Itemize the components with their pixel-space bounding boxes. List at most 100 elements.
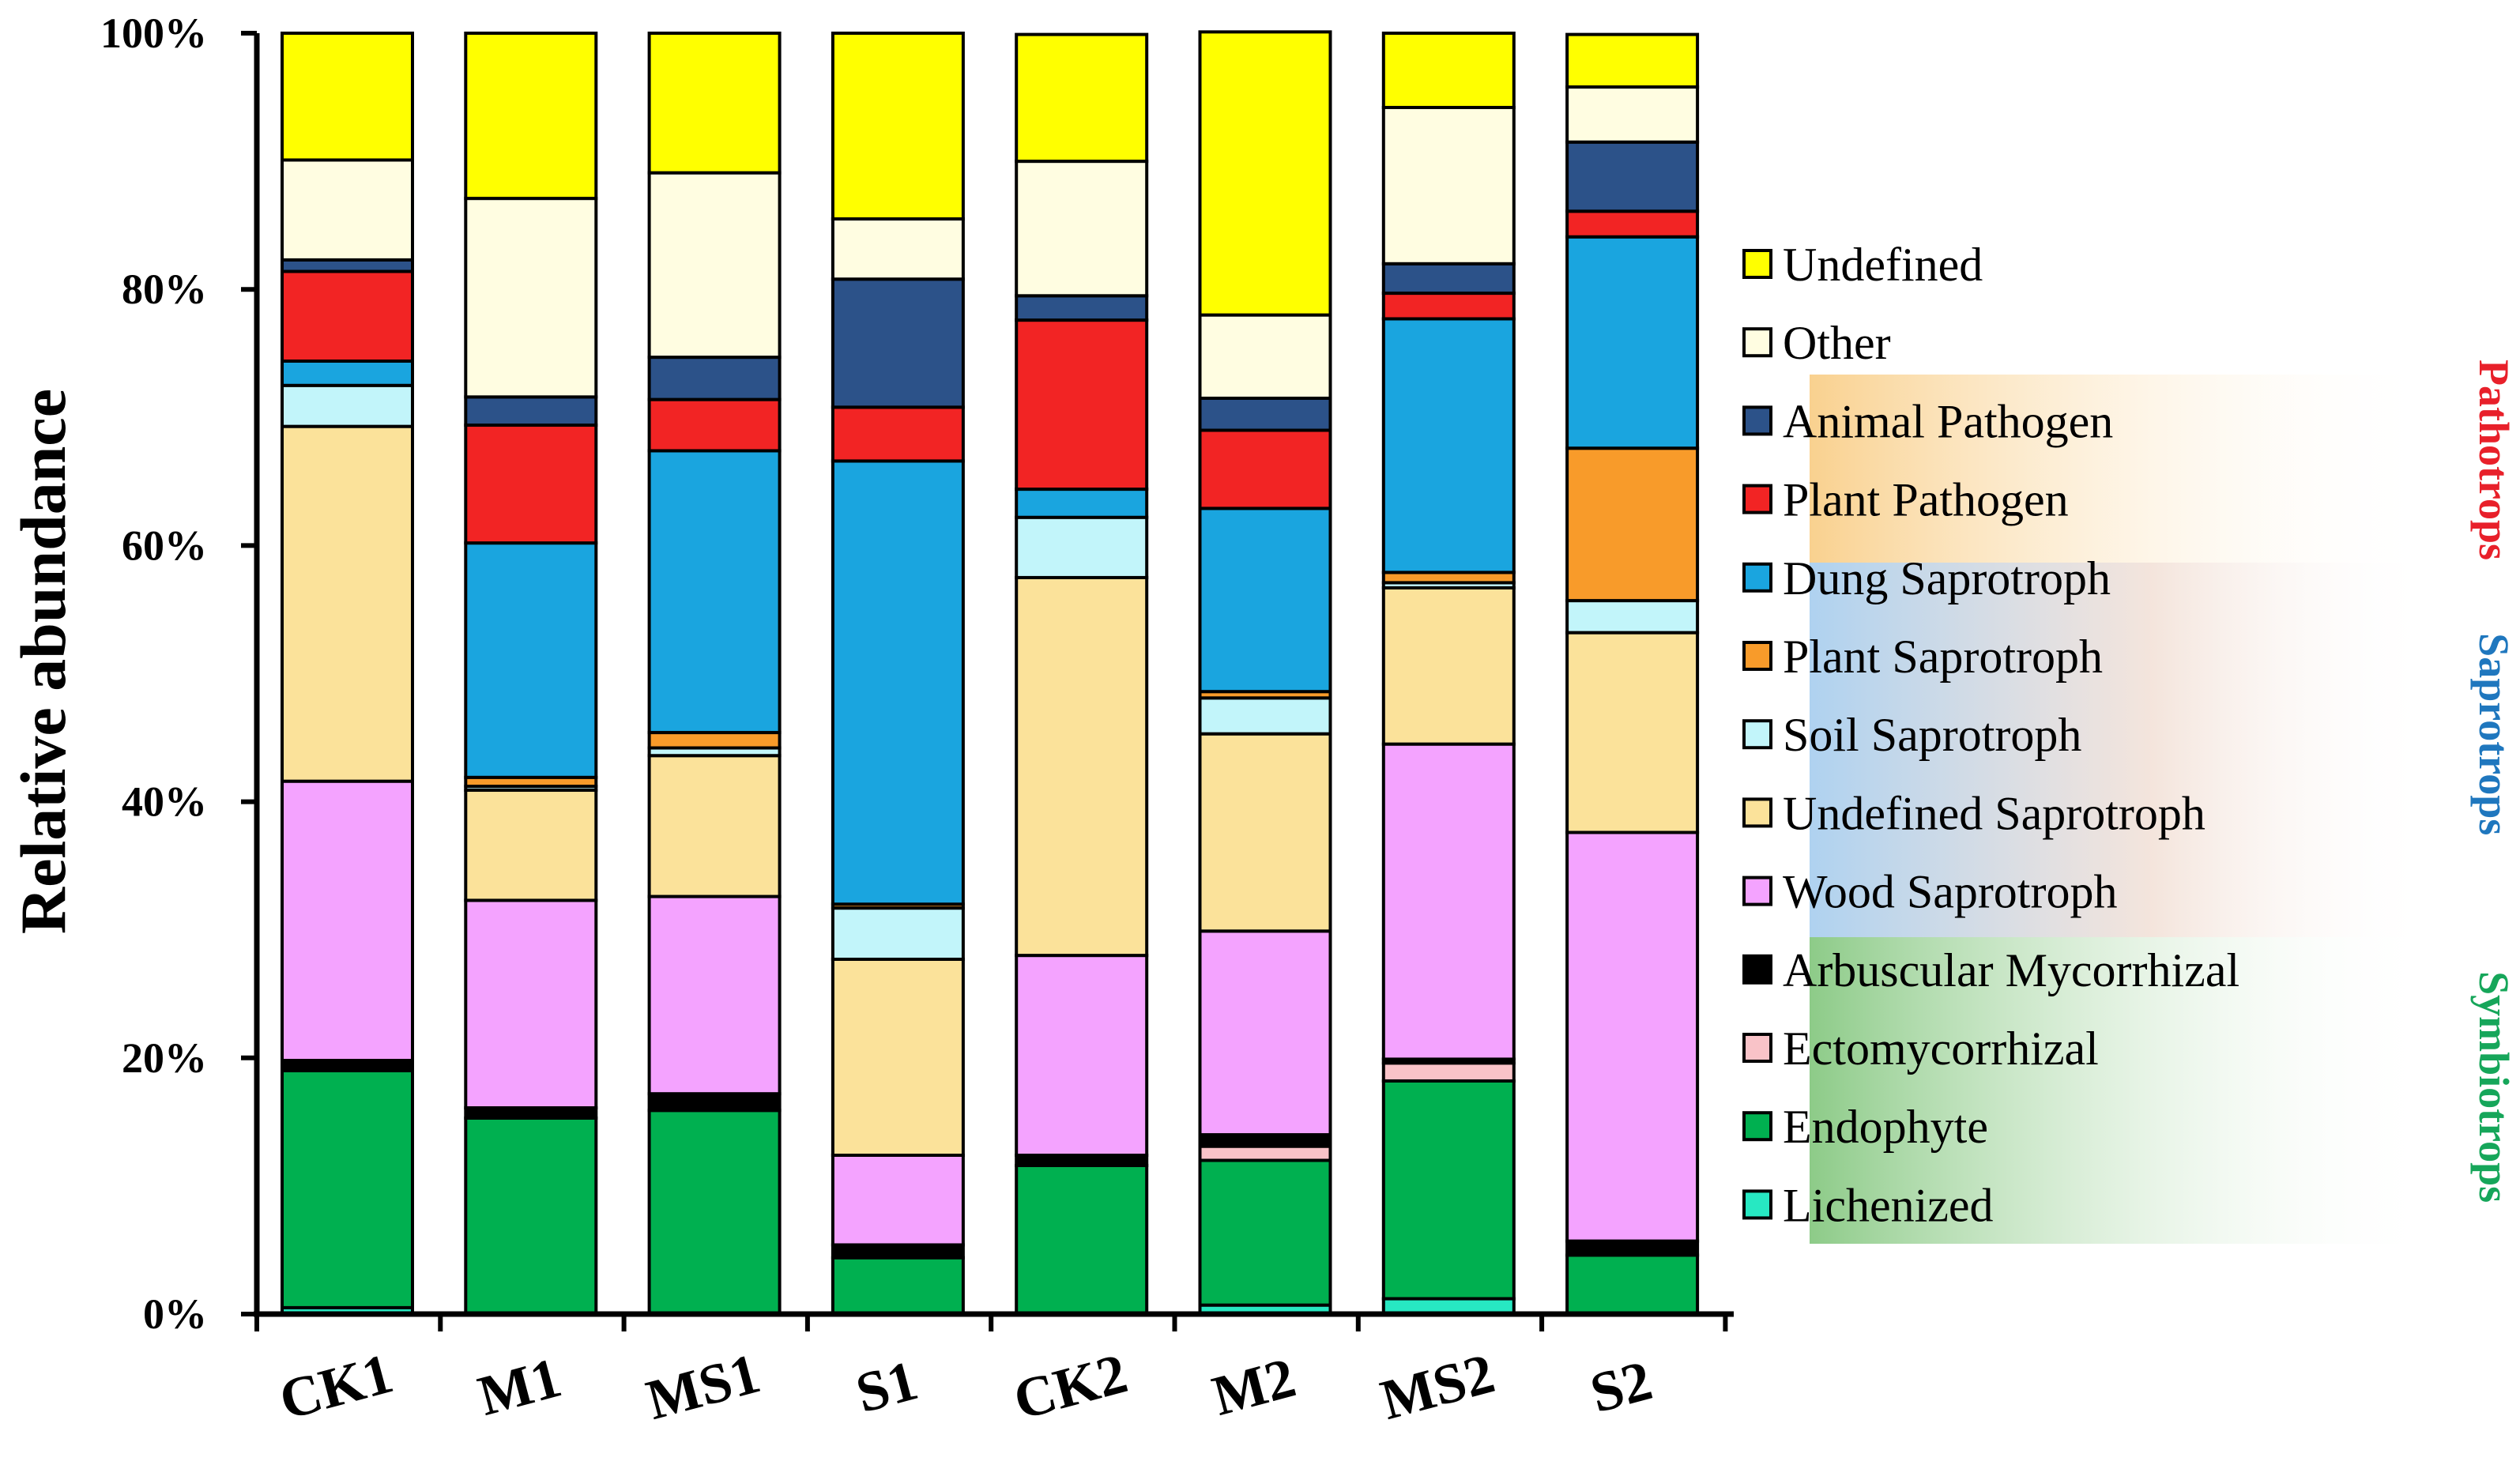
legend-item-animal-pathogen: Animal Pathogen: [1742, 395, 2113, 447]
bar-stack-ms1: [647, 32, 782, 1316]
x-tick-label-s2: S2: [1584, 1348, 1658, 1425]
x-tick-label-ck1: CK1: [273, 1342, 399, 1433]
bar-segment-s1-soil-saprotroph: [831, 906, 965, 961]
bar-segment-ms1-arbuscular-mycorrhizal: [647, 1092, 782, 1113]
legend-item-ectomycorrhizal: Ectomycorrhizal: [1742, 1022, 2099, 1075]
bar-segment-s1-endophyte: [831, 1256, 965, 1316]
legend-swatch-soil-saprotroph: [1742, 719, 1772, 750]
bar-segment-ms2-plant-pathogen: [1381, 292, 1516, 321]
bar-stack-s2: [1565, 32, 1700, 1316]
legend-label-dung-saprotroph: Dung Saprotroph: [1783, 552, 2111, 604]
bar-segment-m1-dung-saprotroph: [464, 541, 598, 779]
bar-segment-s1-dung-saprotroph: [831, 459, 965, 906]
bar-segment-m1-wood-saprotroph: [464, 898, 598, 1110]
legend-item-undefined-saprotroph: Undefined Saprotroph: [1742, 787, 2205, 839]
bar-segment-m2-animal-pathogen: [1198, 396, 1332, 432]
legend-swatch-endophyte: [1742, 1111, 1772, 1142]
bar-segment-m1-plant-pathogen: [464, 424, 598, 545]
bar-segment-m2-endophyte: [1198, 1158, 1332, 1307]
bar-segment-s2-endophyte: [1565, 1253, 1700, 1316]
bar-segment-ms1-animal-pathogen: [647, 356, 782, 401]
plot-area: [281, 30, 1700, 1316]
legend-label-animal-pathogen: Animal Pathogen: [1783, 395, 2113, 447]
bar-segment-m2-other: [1198, 313, 1332, 400]
legend-swatch-undefined-saprotroph: [1742, 797, 1772, 828]
bar-segment-ms1-undefined-saprotroph: [647, 754, 782, 898]
bar-stack-s1: [831, 32, 965, 1316]
y-axis-ticks: 0% 20% 40% 60% 80% 100%: [100, 9, 257, 1338]
bar-segment-m1-undefined-saprotroph: [464, 789, 598, 902]
legend-swatch-animal-pathogen: [1742, 405, 1772, 436]
bar-segment-ck1-undefined-saprotroph: [281, 424, 414, 783]
bar-segment-ms2-other: [1381, 106, 1516, 266]
legend-swatch-wood-saprotroph: [1742, 876, 1772, 906]
legend-band-symbiotrops: [1810, 937, 2434, 1244]
bar-segment-s1-arbuscular-mycorrhizal: [831, 1243, 965, 1260]
bar-segment-m2-arbuscular-mycorrhizal: [1198, 1133, 1332, 1148]
legend-swatch-other: [1742, 327, 1772, 358]
bar-segment-m1-endophyte: [464, 1116, 598, 1316]
legend-label-wood-saprotroph: Wood Saprotroph: [1783, 866, 2117, 918]
legend-swatch-plant-saprotroph: [1742, 641, 1772, 671]
bar-segment-ms2-undefined-saprotroph: [1381, 586, 1516, 746]
bar-segment-ck2-endophyte: [1015, 1163, 1149, 1316]
legend-label-undefined-saprotroph: Undefined Saprotroph: [1783, 787, 2205, 839]
bar-segment-ck1-undefined: [281, 32, 414, 162]
bar-segment-s1-other: [831, 217, 965, 281]
bar-segment-s1-wood-saprotroph: [831, 1153, 965, 1247]
legend-item-soil-saprotroph: Soil Saprotroph: [1742, 709, 2081, 761]
bar-segment-s2-soil-saprotroph: [1565, 599, 1700, 635]
bar-segment-s2-arbuscular-mycorrhizal: [1565, 1239, 1700, 1257]
bar-segment-m2-undefined: [1198, 30, 1332, 317]
bar-segment-s2-plant-pathogen: [1565, 209, 1700, 239]
legend-item-arbuscular-mycorrhizal: Arbuscular Mycorrhizal: [1742, 944, 2239, 996]
bar-segment-m1-undefined: [464, 32, 598, 201]
bar-segment-ms2-dung-saprotroph: [1381, 317, 1516, 574]
bar-segment-s2-dung-saprotroph: [1565, 235, 1700, 450]
legend-label-plant-pathogen: Plant Pathogen: [1783, 474, 2069, 526]
bar-segment-ms2-endophyte: [1381, 1079, 1516, 1301]
legend-label-lichenized: Lichenized: [1783, 1179, 1994, 1231]
x-tick-label-m1: M1: [472, 1346, 567, 1428]
group-label-saprotrops: Saprotrops: [2470, 633, 2518, 835]
bar-segment-s2-plant-saprotroph: [1565, 446, 1700, 603]
bar-segment-m2-plant-pathogen: [1198, 428, 1332, 510]
bar-segment-ck1-other: [281, 158, 414, 262]
legend-item-plant-saprotroph: Plant Saprotroph: [1742, 631, 2103, 683]
legend-group-labels: Pathotrops Saprotrops Symbiotrops: [2470, 360, 2518, 1203]
x-tick-label-ms2: MS2: [1374, 1342, 1501, 1433]
bar-segment-ms1-endophyte: [647, 1109, 782, 1316]
bar-segment-m2-undefined-saprotroph: [1198, 732, 1332, 933]
bar-segment-ms1-other: [647, 171, 782, 360]
x-tick-label-m2: M2: [1206, 1346, 1301, 1428]
y-tick-label: 60%: [122, 522, 207, 569]
bar-segment-s2-other: [1565, 85, 1700, 144]
bar-segment-ck2-wood-saprotroph: [1015, 954, 1149, 1157]
legend-label-soil-saprotroph: Soil Saprotroph: [1783, 709, 2081, 761]
legend-item-undefined: Undefined: [1742, 239, 1983, 291]
bar-segment-ck2-other: [1015, 160, 1149, 298]
y-tick-label: 20%: [122, 1034, 207, 1082]
bar-segment-ck2-undefined: [1015, 32, 1149, 164]
x-tick-label-ck2: CK2: [1008, 1342, 1134, 1433]
bar-stack-ck2: [1015, 32, 1149, 1316]
bar-segment-ck2-dung-saprotroph: [1015, 488, 1149, 519]
y-tick-label: 0%: [143, 1290, 207, 1338]
bar-segment-ck1-soil-saprotroph: [281, 383, 414, 428]
bar-segment-s2-animal-pathogen: [1565, 140, 1700, 213]
bar-segment-ck1-animal-pathogen: [281, 258, 414, 273]
legend-swatch-ectomycorrhizal: [1742, 1033, 1772, 1063]
legend-label-other: Other: [1783, 317, 1891, 369]
bar-segment-ck2-undefined-saprotroph: [1015, 575, 1149, 958]
legend-item-other: Other: [1742, 317, 1891, 369]
bar-segment-ms2-animal-pathogen: [1381, 262, 1516, 296]
bar-segment-ms1-wood-saprotroph: [647, 894, 782, 1096]
legend-swatch-lichenized: [1742, 1189, 1772, 1220]
legend-swatch-plant-pathogen: [1742, 484, 1772, 514]
legend-item-wood-saprotroph: Wood Saprotroph: [1742, 866, 2117, 918]
group-label-symbiotrops: Symbiotrops: [2470, 971, 2518, 1203]
legend-band-pathotrops: [1810, 375, 2434, 563]
legend-label-arbuscular-mycorrhizal: Arbuscular Mycorrhizal: [1783, 944, 2239, 996]
bar-segment-ck1-plant-pathogen: [281, 269, 414, 363]
